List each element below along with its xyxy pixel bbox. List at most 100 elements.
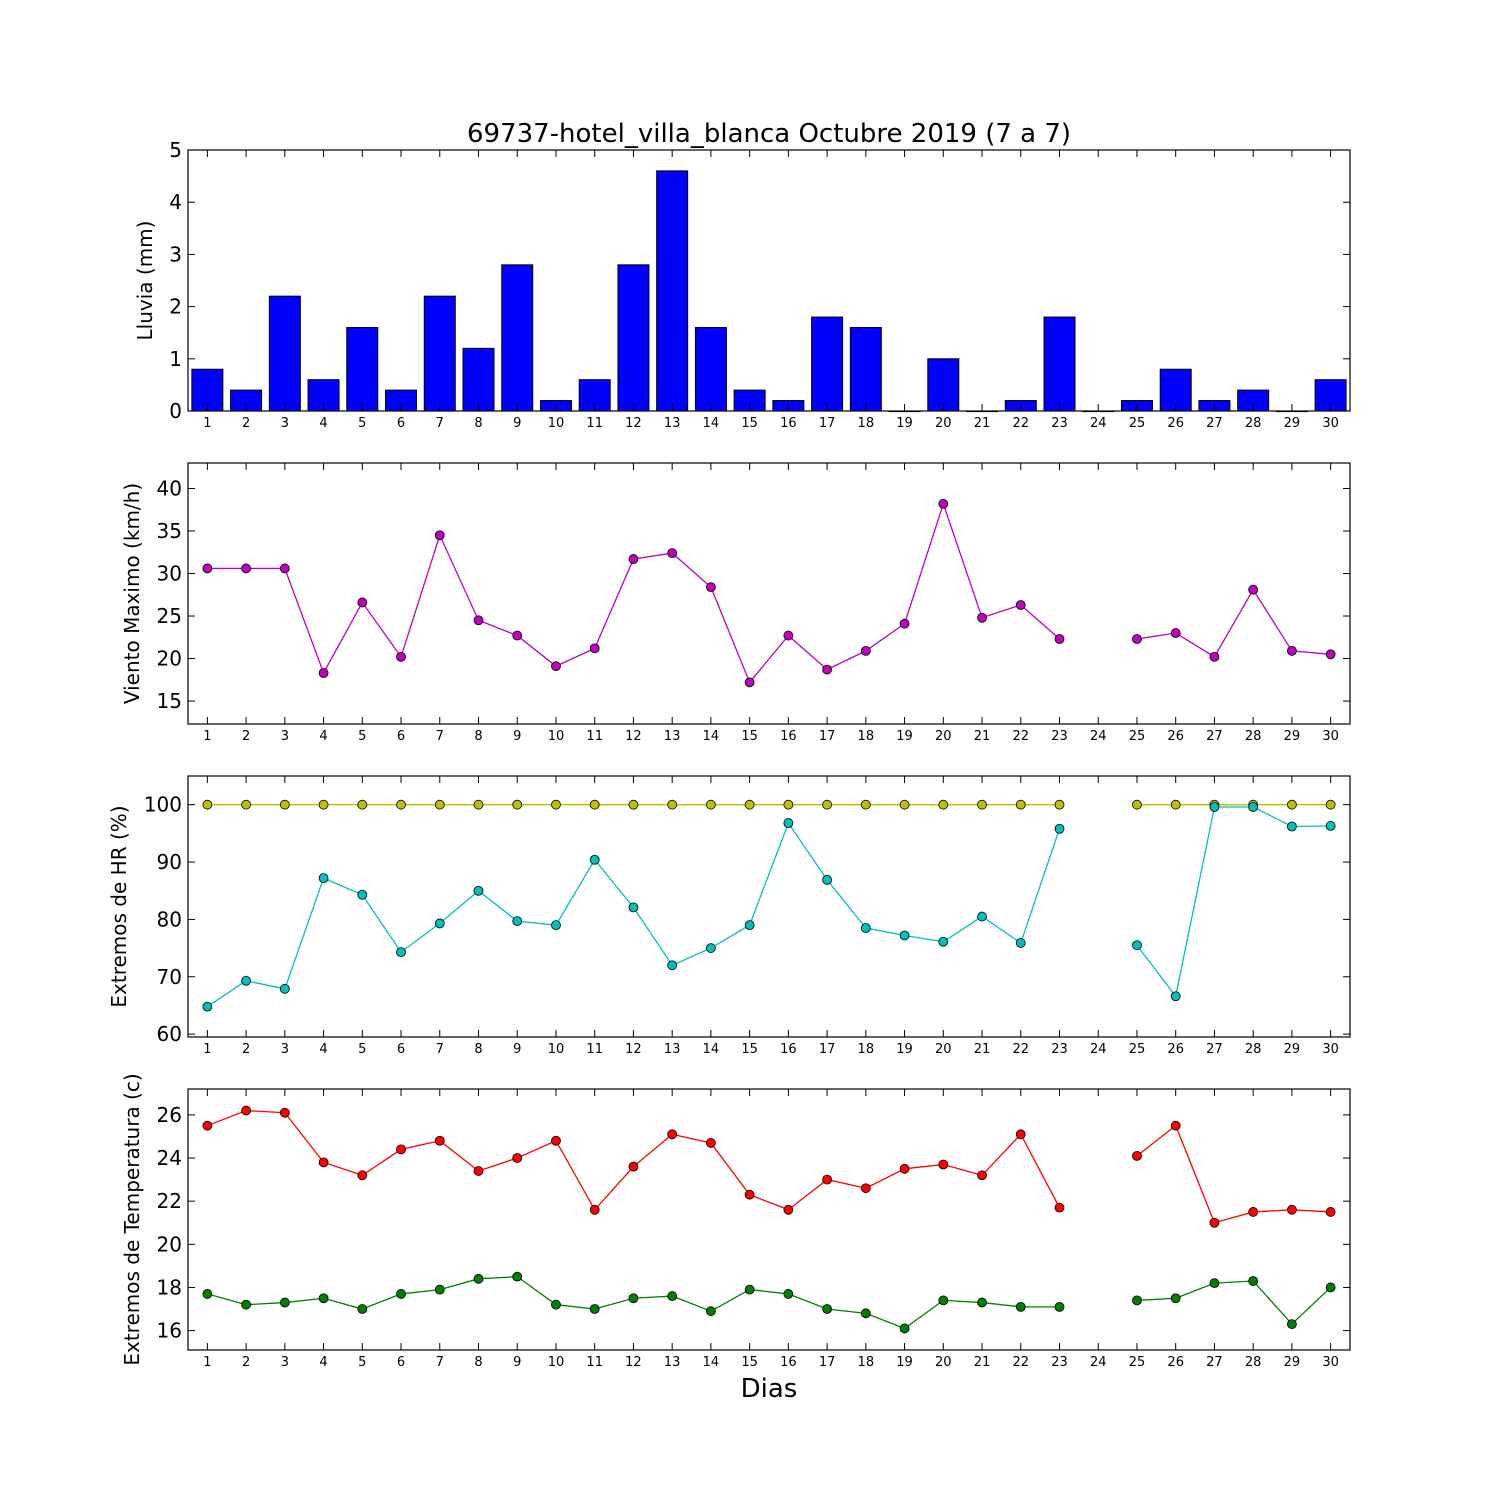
series-1-point-day-16 <box>783 1204 794 1215</box>
x-tick-label: 26 <box>1167 729 1184 744</box>
series-2-line-segment-2 <box>1136 1280 1332 1326</box>
series-1-point-day-29 <box>1287 1204 1297 1215</box>
series-2-point-day-11 <box>589 854 600 865</box>
x-tick-label: 29 <box>1284 1042 1301 1057</box>
x-tick-label: 25 <box>1129 729 1146 744</box>
series-2-point-day-18 <box>860 1308 871 1319</box>
x-tick-label: 17 <box>819 1042 836 1057</box>
series-2-point-day-7 <box>434 1284 445 1295</box>
x-tick-label: 9 <box>513 416 521 431</box>
x-tick-label: 11 <box>586 1042 603 1057</box>
y-tick-label: 16 <box>157 1319 182 1343</box>
series-1-point-day-17 <box>822 799 832 810</box>
x-tick-label: 14 <box>703 1042 720 1057</box>
series-2-point-day-3 <box>279 983 290 994</box>
series-1-point-day-8 <box>473 615 484 626</box>
x-tick-label: 30 <box>1322 729 1339 744</box>
bar-day-9 <box>501 264 534 412</box>
series-1-point-day-7 <box>434 799 445 810</box>
series-1-point-day-1 <box>202 563 213 574</box>
x-tick-label: 13 <box>664 729 681 744</box>
series-1-point-day-20 <box>938 1159 949 1170</box>
x-tick-label: 14 <box>703 729 720 744</box>
bar-day-8 <box>462 347 495 412</box>
x-tick-label: 18 <box>858 1042 875 1057</box>
x-tick-label: 17 <box>819 1355 836 1370</box>
x-tick-label: 24 <box>1090 729 1107 744</box>
series-1-point-day-3 <box>279 799 290 810</box>
x-tick-label: 17 <box>819 729 836 744</box>
x-tick-label: 5 <box>358 1042 366 1057</box>
series-1-point-day-21 <box>977 1170 987 1181</box>
x-tick-label: 2 <box>242 729 250 744</box>
x-tick-label: 15 <box>741 416 758 431</box>
series-1-point-day-16 <box>783 630 794 641</box>
x-tick-label: 13 <box>664 1355 681 1370</box>
x-tick-label: 16 <box>780 416 797 431</box>
series-2-point-day-27 <box>1209 1278 1220 1289</box>
series-2-point-day-25 <box>1132 1295 1142 1306</box>
series-2-point-day-4 <box>318 1293 329 1304</box>
y-tick-label: 70 <box>157 965 182 989</box>
series-2-point-day-22 <box>1015 938 1026 948</box>
series-1-point-day-19 <box>899 618 910 629</box>
series-2-point-day-4 <box>318 873 329 884</box>
series-2-point-day-5 <box>357 1304 368 1314</box>
series-2-point-day-21 <box>977 1297 987 1308</box>
x-tick-label: 9 <box>513 729 521 744</box>
y-axis-label: Lluvia (mm) <box>133 221 157 341</box>
x-tick-label: 13 <box>664 416 681 431</box>
y-tick-label: 3 <box>169 242 182 266</box>
series-1-point-day-2 <box>241 1105 252 1116</box>
series-1-point-day-12 <box>628 799 639 810</box>
x-tick-label: 12 <box>625 1355 642 1370</box>
series-2-point-day-3 <box>279 1297 290 1308</box>
series-1-point-day-4 <box>318 799 329 810</box>
y-tick-label: 25 <box>157 604 182 628</box>
x-tick-label: 27 <box>1206 729 1223 744</box>
x-tick-label: 18 <box>858 729 875 744</box>
series-2-point-day-23 <box>1054 823 1065 834</box>
series-1-point-day-14 <box>706 1138 716 1148</box>
series-1-point-day-7 <box>434 530 445 541</box>
series-1-point-day-12 <box>628 1161 639 1172</box>
series-2-point-day-9 <box>512 1271 523 1282</box>
series-1-point-day-25 <box>1132 634 1142 644</box>
series-2-point-day-17 <box>822 874 832 885</box>
series-1-point-day-26 <box>1170 628 1181 638</box>
series-2-point-day-6 <box>396 947 406 957</box>
series-1-point-day-27 <box>1209 651 1220 662</box>
series-1-point-day-15 <box>744 677 755 688</box>
series-2-point-day-19 <box>899 1323 910 1334</box>
x-tick-label: 12 <box>625 416 642 431</box>
x-tick-label: 19 <box>896 416 913 431</box>
x-tick-label: 7 <box>436 416 444 431</box>
series-1-point-day-16 <box>783 799 794 810</box>
x-tick-label: 29 <box>1284 1355 1301 1370</box>
x-tick-label: 20 <box>935 1355 952 1370</box>
series-1-point-day-14 <box>706 799 716 810</box>
x-tick-label: 28 <box>1245 729 1262 744</box>
series-1-point-day-2 <box>241 563 252 574</box>
series-1-point-day-11 <box>589 1204 600 1215</box>
series-1-point-day-5 <box>357 597 368 608</box>
x-tick-label: 25 <box>1129 1042 1146 1057</box>
series-1-point-day-7 <box>434 1135 445 1146</box>
y-tick-label: 1 <box>169 347 182 371</box>
panel-4-frame <box>187 1088 1351 1351</box>
series-1-point-day-2 <box>241 799 252 810</box>
series-1-point-day-6 <box>396 1144 406 1155</box>
y-tick-label: 40 <box>157 477 182 501</box>
series-1-point-day-30 <box>1325 649 1336 660</box>
x-tick-label: 10 <box>548 1042 565 1057</box>
bar-day-17 <box>811 316 844 412</box>
series-1-point-day-18 <box>860 1183 871 1194</box>
series-1-point-day-9 <box>512 630 523 641</box>
series-2-point-day-11 <box>589 1304 600 1314</box>
series-1-point-day-22 <box>1015 1129 1026 1140</box>
